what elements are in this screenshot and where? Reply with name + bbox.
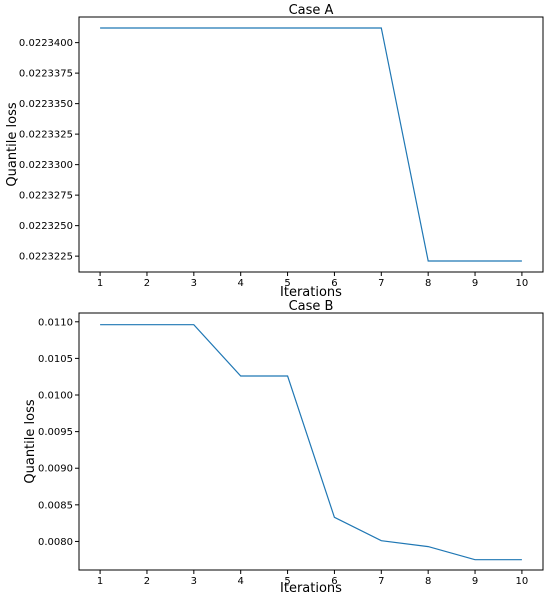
y-tick-label: 0.0223250 <box>19 221 73 232</box>
series-line <box>100 27 522 262</box>
y-tick-label: 0.0223325 <box>19 130 73 141</box>
x-tick-label: 6 <box>331 576 337 587</box>
x-tick-label: 10 <box>516 278 529 289</box>
y-tick-label: 0.0080 <box>38 537 73 548</box>
x-tick-label: 2 <box>144 278 150 289</box>
x-tick-label: 4 <box>238 278 244 289</box>
y-tick-label: 0.0105 <box>38 354 73 365</box>
y-tick-label: 0.0110 <box>38 317 73 328</box>
y-tick-label: 0.0223300 <box>19 160 73 171</box>
x-tick-label: 8 <box>425 576 431 587</box>
x-tick-label: 8 <box>425 278 431 289</box>
x-tick-label: 10 <box>516 576 529 587</box>
x-tick-label: 2 <box>144 576 150 587</box>
x-axis-label: Iterations <box>280 581 342 596</box>
plot-frame <box>78 16 544 273</box>
y-axis-label: Quantile loss <box>5 102 20 186</box>
x-tick-label: 4 <box>238 576 244 587</box>
x-tick-label: 1 <box>97 576 103 587</box>
series-line <box>100 324 522 561</box>
plot-frame <box>78 312 544 571</box>
x-tick-label: 7 <box>378 576 384 587</box>
x-tick-label: 3 <box>191 576 197 587</box>
x-tick-label: 6 <box>331 278 337 289</box>
chart-title: Case B <box>289 299 334 314</box>
x-tick-label: 3 <box>191 278 197 289</box>
y-tick-label: 0.0223375 <box>19 69 73 80</box>
x-tick-label: 9 <box>472 576 478 587</box>
chart-case-b: Case B Iterations Quantile loss 1 2 3 4 5 6 7 8… <box>23 299 544 596</box>
y-tick-label: 0.0223275 <box>19 191 73 202</box>
x-tick-label: 7 <box>378 278 384 289</box>
x-tick-label: 1 <box>97 278 103 289</box>
y-tick-label: 0.0223225 <box>19 252 73 263</box>
chart-case-a: Case A Iterations Quantile loss 1 2 3 4 5 6 7 8… <box>5 3 544 300</box>
chart-title: Case A <box>289 3 334 18</box>
y-tick-label: 0.0223350 <box>19 99 73 110</box>
y-tick-label: 0.0223400 <box>19 38 73 49</box>
x-tick-label: 9 <box>472 278 478 289</box>
axis-ticks: 1 2 3 4 5 6 7 8 9 10 0.0223225 0.0223250 0.0223275 0.… <box>19 38 528 289</box>
y-axis-label: Quantile loss <box>23 399 38 483</box>
x-axis-label: Iterations <box>280 285 342 300</box>
x-tick-label: 5 <box>284 576 290 587</box>
axis-ticks: 1 2 3 4 5 6 7 8 9 10 0.0080 0.0085 0.0090 0.0095 0.010… <box>38 317 528 587</box>
x-tick-label: 5 <box>284 278 290 289</box>
y-tick-label: 0.0090 <box>38 464 73 475</box>
y-tick-label: 0.0095 <box>38 427 73 438</box>
y-tick-label: 0.0085 <box>38 500 73 511</box>
y-tick-label: 0.0100 <box>38 391 73 402</box>
